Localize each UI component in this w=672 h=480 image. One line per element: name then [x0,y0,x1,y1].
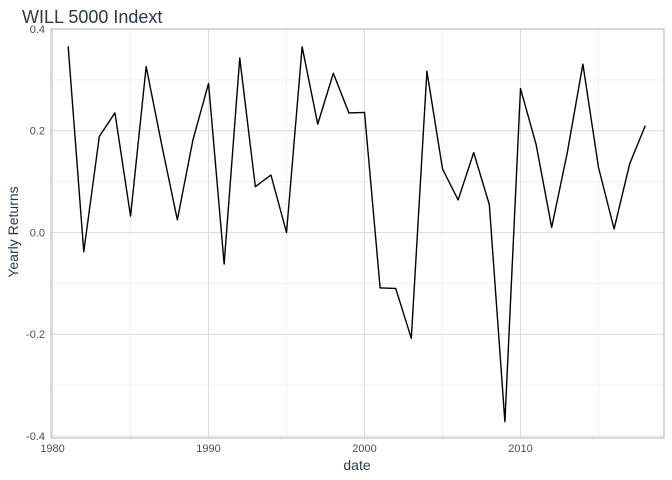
series-layer [67,46,646,423]
y-tick-label: 0.2 [30,126,45,138]
y-axis-ticks: -0.4 -0.2 0.0 0.2 0.4 [26,24,45,443]
x-axis-title: date [343,457,370,473]
x-tick-label: 1990 [196,443,220,455]
y-tick-label: -0.2 [26,329,45,341]
y-tick-label: 0.0 [30,227,45,239]
x-tick-label: 2010 [508,443,532,455]
y-tick-label: -0.4 [26,431,45,443]
x-tick-label: 2000 [352,443,376,455]
y-axis-title: Yearly Returns [5,186,21,277]
x-tick-label: 1980 [40,443,64,455]
series-line [67,46,646,423]
panel-border [50,28,665,439]
y-tick-label: 0.4 [30,24,45,36]
x-axis-ticks: 1980 1990 2000 2010 [40,443,532,455]
chart-title: WILL 5000 Indext [22,7,162,27]
grid [51,28,664,438]
